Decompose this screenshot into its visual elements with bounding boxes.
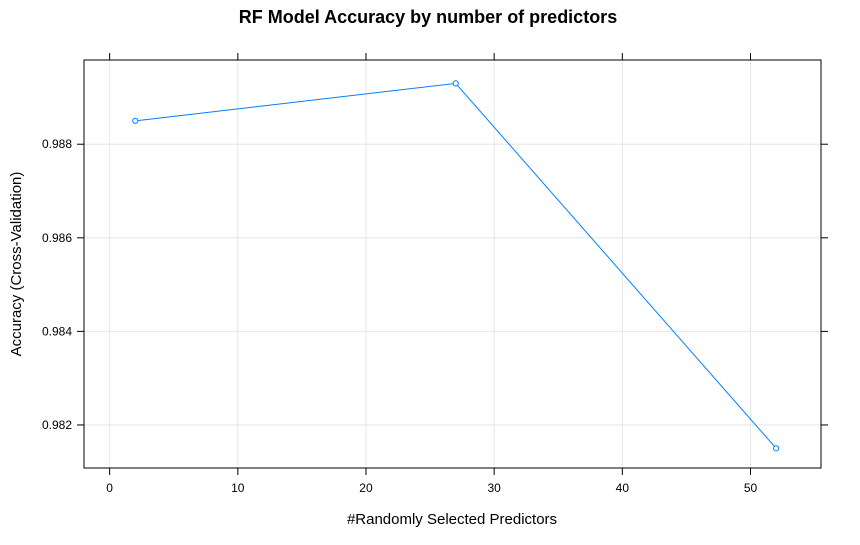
y-tick-label: 0.984 xyxy=(42,324,72,338)
x-tick-label: 0 xyxy=(106,481,113,495)
data-point-marker xyxy=(452,80,459,87)
series-line xyxy=(135,82,777,449)
x-tick-label: 50 xyxy=(744,481,758,495)
y-tick-label: 0.986 xyxy=(42,231,72,245)
chart-title: RF Model Accuracy by number of predictor… xyxy=(239,7,617,27)
x-tick-label: 20 xyxy=(359,481,373,495)
series-layer xyxy=(132,80,780,452)
grid-lines xyxy=(84,60,821,468)
plot-frame xyxy=(83,59,822,469)
x-tick-label: 10 xyxy=(231,481,245,495)
y-tick-label: 0.988 xyxy=(42,137,72,151)
y-axis-title: Accuracy (Cross-Validation) xyxy=(8,172,25,357)
data-point-marker xyxy=(773,445,780,452)
data-point-marker xyxy=(132,117,139,124)
axes: 0 10 20 30 40 50 0.982 0.984 0.986 0.988 xyxy=(42,53,828,495)
x-tick-label: 30 xyxy=(487,481,501,495)
y-tick-label: 0.982 xyxy=(42,418,72,432)
x-axis-title: #Randomly Selected Predictors xyxy=(347,511,557,528)
x-tick-label: 40 xyxy=(616,481,630,495)
